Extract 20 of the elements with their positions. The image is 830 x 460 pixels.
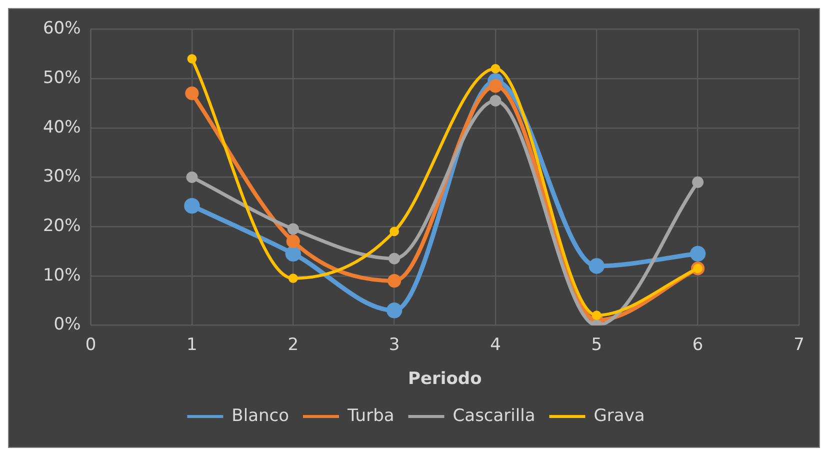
x-tick-label: 1 [186, 334, 198, 355]
y-tick-label: 0% [54, 314, 81, 335]
x-tick-label: 0 [85, 334, 96, 355]
x-tick-label: 6 [692, 334, 704, 355]
y-tick-label: 20% [42, 216, 81, 236]
legend-label: Grava [594, 406, 645, 426]
legend-label: Blanco [232, 406, 290, 426]
x-axis-title: Periodo [408, 369, 482, 390]
y-tick-label: 40% [42, 117, 81, 138]
x-tick-label: 7 [794, 334, 804, 355]
legend-label: Cascarilla [452, 406, 536, 426]
x-tick-label: 2 [288, 334, 299, 355]
legend-label: Turba [346, 406, 394, 426]
y-tick-label: 50% [42, 68, 81, 88]
x-tick-label: 4 [490, 334, 501, 355]
y-tick-label: 60% [42, 18, 81, 39]
y-tick-label: 30% [42, 166, 81, 187]
x-tick-label: 5 [591, 334, 602, 355]
y-tick-label: 10% [42, 265, 81, 286]
x-tick-label: 3 [388, 334, 400, 355]
